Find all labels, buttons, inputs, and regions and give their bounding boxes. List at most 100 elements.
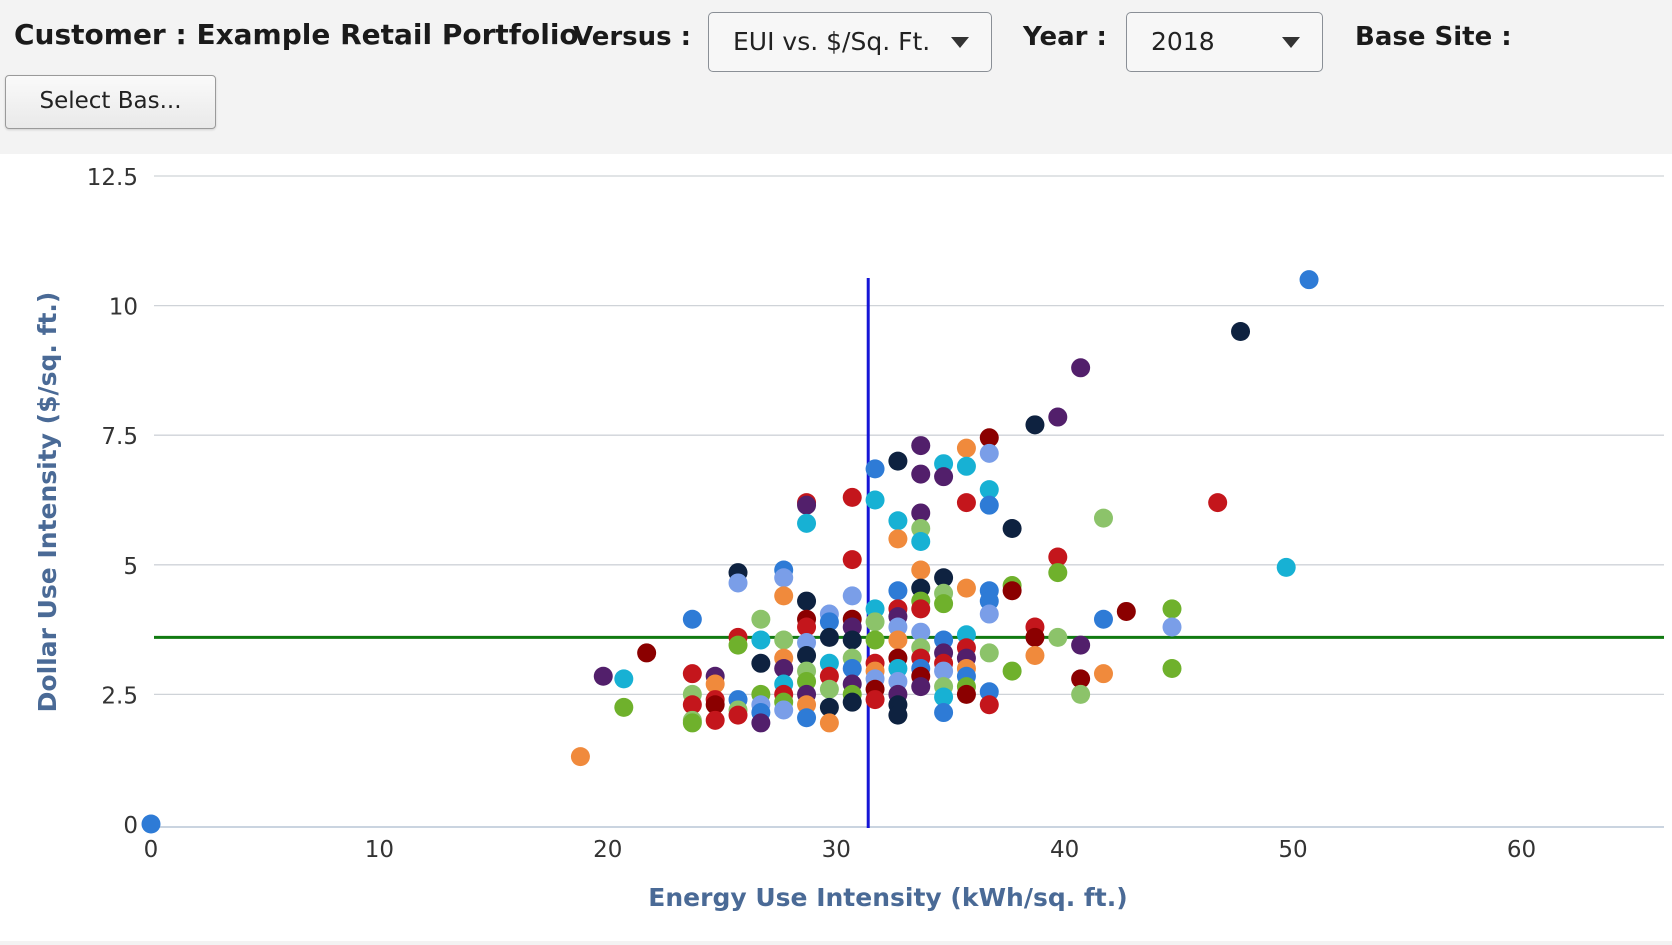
data-point [1162, 599, 1182, 619]
data-point [1093, 508, 1113, 528]
data-point [842, 550, 862, 570]
x-tick-label: 10 [365, 837, 394, 863]
data-point [865, 690, 885, 710]
y-tick-label: 10 [109, 295, 138, 321]
chart-panel: 0 2.5 5 7.5 10 12.5 0 10 20 30 40 50 60 Energy Use … [0, 154, 1672, 941]
data-point [682, 664, 702, 684]
data-point [934, 661, 954, 681]
data-point [888, 705, 908, 725]
data-point [797, 495, 817, 515]
data-point [797, 646, 817, 666]
data-point [1093, 664, 1113, 684]
data-point [593, 666, 613, 686]
base-site-label: Base Site : [1355, 22, 1512, 52]
grid-lines [154, 175, 1664, 696]
year-dropdown-value: 2018 [1151, 27, 1215, 56]
data-point [911, 622, 931, 642]
data-point [774, 586, 794, 606]
x-tick-labels: 0 10 20 30 40 50 60 [144, 837, 1536, 863]
data-point [751, 713, 771, 733]
data-point [865, 459, 885, 479]
data-point [979, 695, 999, 715]
data-point [979, 604, 999, 624]
data-point [728, 635, 748, 655]
data-point [956, 493, 976, 513]
versus-label: Versus : [573, 22, 692, 52]
data-point [774, 658, 794, 678]
data-point [1071, 684, 1091, 704]
toolbar: Customer : Example Retail Portfolio Vers… [0, 0, 1672, 150]
data-point [888, 529, 908, 549]
data-point [1048, 547, 1068, 567]
select-base-site-button[interactable]: Select Bas... [5, 75, 216, 129]
data-point [751, 630, 771, 650]
x-tick-label: 30 [822, 837, 851, 863]
data-point [1025, 415, 1045, 435]
x-tick-label: 50 [1278, 837, 1307, 863]
year-label: Year : [1023, 22, 1107, 52]
data-point [1048, 627, 1068, 647]
data-point [682, 713, 702, 733]
data-point [865, 612, 885, 632]
data-point [911, 436, 931, 456]
x-axis-title: Energy Use Intensity (kWh/sq. ft.) [648, 883, 1127, 912]
data-point [1231, 322, 1251, 342]
data-point [842, 487, 862, 507]
data-point [797, 708, 817, 728]
data-point [637, 643, 657, 663]
data-point [774, 630, 794, 650]
data-point [1002, 581, 1022, 601]
data-point [1071, 358, 1091, 378]
data-point [705, 710, 725, 730]
y-axis-title: Dollar Use Intensity ($/sq. ft.) [33, 292, 62, 713]
data-point [819, 679, 839, 699]
data-point [1162, 617, 1182, 637]
data-point [911, 677, 931, 697]
data-point [1002, 661, 1022, 681]
data-point [797, 591, 817, 611]
x-tick-label: 20 [593, 837, 622, 863]
data-point [956, 578, 976, 598]
data-point [819, 713, 839, 733]
data-point [570, 747, 590, 767]
data-point [842, 658, 862, 678]
data-point [911, 560, 931, 580]
data-point [682, 609, 702, 629]
y-tick-label: 0 [123, 813, 138, 839]
data-point [1048, 407, 1068, 427]
y-tick-label: 7.5 [101, 424, 138, 450]
data-point [979, 428, 999, 448]
data-point [614, 697, 634, 717]
data-point [682, 695, 702, 715]
data-point [1093, 609, 1113, 629]
y-tick-labels: 0 2.5 5 7.5 10 12.5 [87, 165, 138, 839]
data-point [728, 573, 748, 593]
data-point [934, 594, 954, 614]
data-point [911, 599, 931, 619]
data-point [819, 612, 839, 632]
customer-title: Customer : Example Retail Portfolio [14, 18, 579, 51]
data-point [888, 451, 908, 471]
data-point [774, 700, 794, 720]
data-point [911, 531, 931, 551]
versus-dropdown-value: EUI vs. $/Sq. Ft. [733, 27, 931, 56]
data-point [1071, 669, 1091, 689]
data-point [1162, 658, 1182, 678]
y-tick-label: 12.5 [87, 165, 138, 191]
data-point [614, 669, 634, 689]
year-dropdown[interactable]: 2018 [1126, 12, 1323, 72]
data-point [888, 511, 908, 531]
data-point [1025, 646, 1045, 666]
data-point [979, 495, 999, 515]
data-point [934, 568, 954, 588]
data-point [1048, 563, 1068, 583]
reference-lines [154, 278, 1664, 828]
data-point [141, 814, 161, 834]
data-point [911, 503, 931, 523]
data-point [865, 490, 885, 510]
data-point [979, 480, 999, 500]
versus-dropdown[interactable]: EUI vs. $/Sq. Ft. [708, 12, 992, 72]
data-point [774, 568, 794, 588]
data-point [751, 609, 771, 629]
data-point [1025, 627, 1045, 647]
